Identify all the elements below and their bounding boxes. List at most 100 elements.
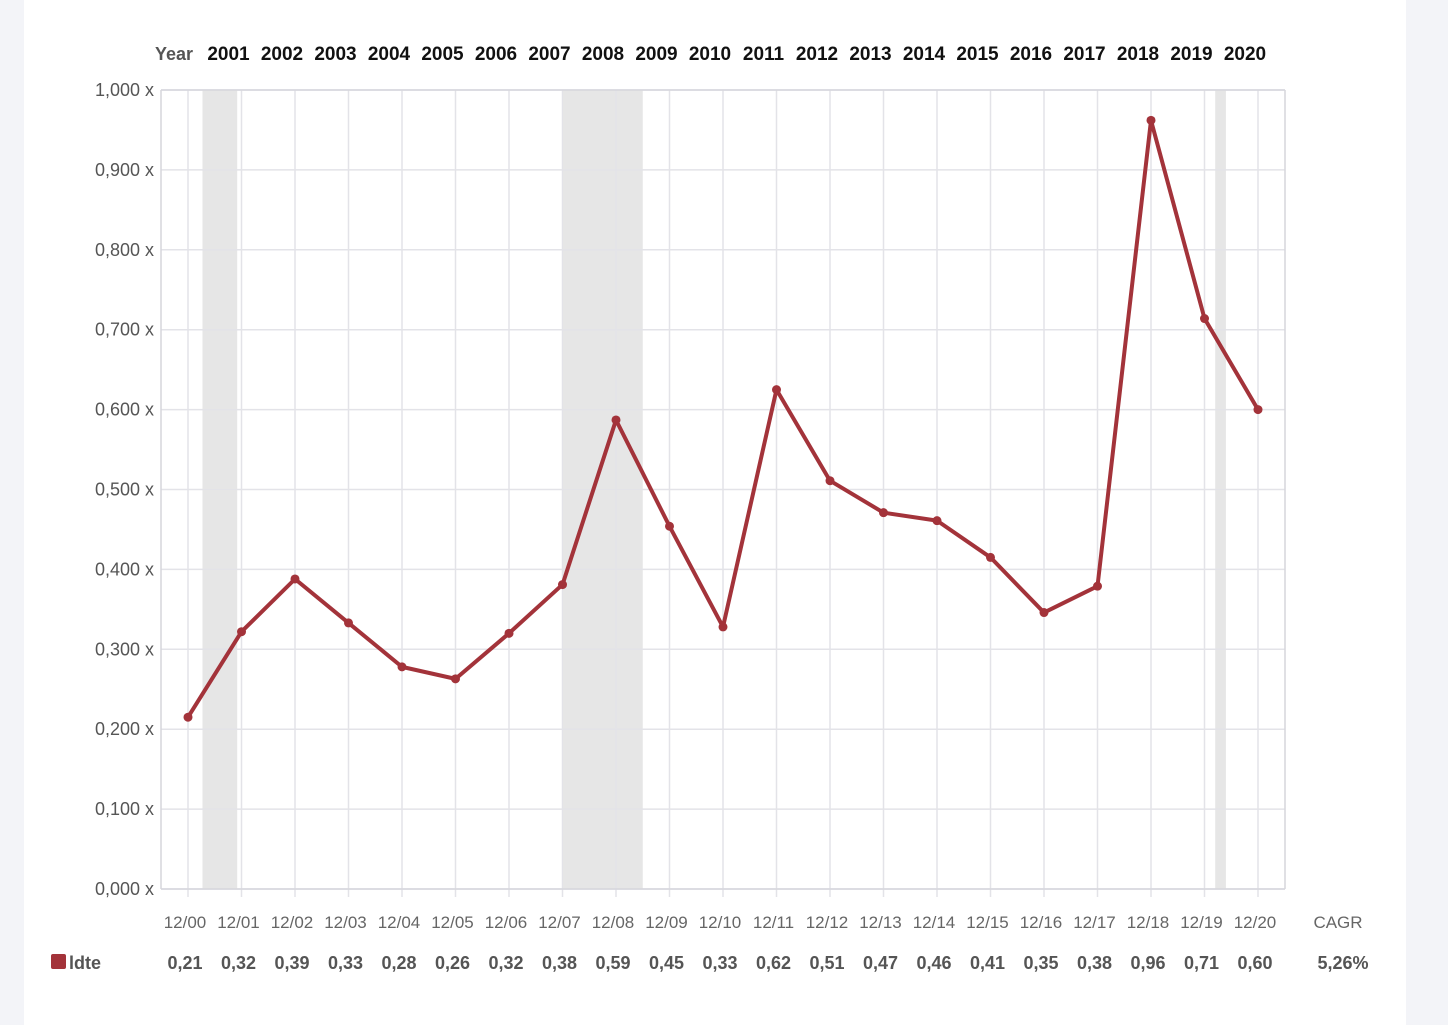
value-label: 0,46 — [916, 953, 951, 973]
value-label: 0,59 — [595, 953, 630, 973]
x-tick-label: 12/07 — [538, 913, 581, 932]
value-label: 0,51 — [809, 953, 844, 973]
year-label: 2011 — [743, 44, 785, 65]
value-label: 0,28 — [381, 953, 416, 973]
year-label: 2010 — [689, 44, 731, 65]
year-label: 2012 — [796, 44, 838, 65]
y-tick-label: 0,200 x — [95, 719, 154, 739]
x-tick-label: 12/12 — [806, 913, 849, 932]
data-point — [558, 580, 567, 590]
x-tick-label: 12/14 — [913, 913, 956, 932]
y-tick-label: 1,000 x — [95, 80, 154, 100]
year-label: 2001 — [207, 44, 250, 65]
y-tick-label: 0,000 x — [95, 879, 154, 899]
data-point — [1039, 608, 1049, 618]
x-tick-label: 12/03 — [324, 913, 367, 932]
year-label: 2015 — [956, 44, 999, 65]
data-point — [879, 508, 888, 518]
value-label: 0,26 — [435, 953, 470, 973]
year-label: 2020 — [1224, 44, 1266, 65]
x-tick-label: 12/06 — [485, 913, 528, 932]
data-point — [397, 662, 407, 672]
value-label: 0,71 — [1184, 953, 1219, 973]
x-tick-label: 12/18 — [1127, 913, 1170, 932]
year-label: 2018 — [1117, 44, 1159, 65]
y-tick-label: 0,100 x — [95, 799, 154, 819]
year-label: 2007 — [528, 44, 570, 65]
x-tick-label: 12/13 — [859, 913, 902, 932]
value-label: 0,33 — [702, 953, 737, 973]
value-label: 0,47 — [863, 953, 898, 973]
year-label: 2003 — [314, 44, 356, 65]
year-label: 2016 — [1010, 44, 1052, 65]
year-label: 2006 — [475, 44, 517, 65]
data-point — [237, 627, 246, 637]
data-point — [718, 622, 728, 632]
value-label: 0,45 — [649, 953, 684, 973]
x-tick-label: 12/08 — [592, 913, 635, 932]
x-tick-label: 12/20 — [1234, 913, 1277, 932]
y-tick-label: 0,500 x — [95, 480, 154, 500]
value-label: 0,33 — [328, 953, 363, 973]
cagr-value: 5,26% — [1317, 953, 1368, 973]
x-tick-label: 12/17 — [1073, 913, 1116, 932]
line-chart: 0,000 x 0,100 x 0,200 x 0,300 x 0,400 x 0,500… — [51, 44, 1369, 973]
cagr-label: CAGR — [1313, 913, 1362, 932]
data-point — [1093, 581, 1102, 591]
x-tick-label: 12/15 — [966, 913, 1009, 932]
year-label: 2004 — [368, 44, 411, 65]
year-label: 2002 — [261, 44, 303, 65]
x-tick-label: 12/02 — [271, 913, 314, 932]
data-point — [665, 521, 674, 531]
x-tick-label: 12/04 — [378, 913, 421, 932]
data-point — [1253, 405, 1263, 415]
data-point — [772, 385, 781, 395]
value-label: 0,35 — [1023, 953, 1058, 973]
y-tick-label: 0,800 x — [95, 240, 154, 260]
value-label: 0,41 — [970, 953, 1005, 973]
data-point — [611, 415, 621, 425]
year-label: 2008 — [582, 44, 624, 65]
y-tick-label: 0,700 x — [95, 320, 154, 340]
data-point — [1200, 314, 1209, 324]
x-tick-label: 12/05 — [431, 913, 474, 932]
value-label: 0,38 — [1077, 953, 1112, 973]
data-point — [451, 674, 460, 684]
year-label: 2017 — [1063, 44, 1105, 65]
y-tick-label: 0,300 x — [95, 639, 154, 659]
value-label: 0,32 — [221, 953, 256, 973]
data-point — [183, 712, 193, 722]
x-tick-label: 12/16 — [1020, 913, 1063, 932]
x-tick-label: 12/19 — [1180, 913, 1223, 932]
value-label: 0,62 — [756, 953, 791, 973]
value-label: 0,39 — [274, 953, 309, 973]
data-point — [932, 516, 942, 526]
year-label: 2013 — [849, 44, 891, 65]
x-tick-label: 12/01 — [217, 913, 260, 932]
data-point — [825, 476, 835, 486]
year-header-label: Year — [155, 44, 193, 64]
data-point — [504, 628, 514, 638]
value-label: 0,60 — [1237, 953, 1272, 973]
x-tick-label: 12/09 — [645, 913, 688, 932]
year-label: 2009 — [635, 44, 677, 65]
y-tick-label: 0,900 x — [95, 160, 154, 180]
data-point — [986, 552, 995, 562]
data-point — [344, 618, 353, 628]
data-point — [1146, 115, 1156, 125]
y-tick-label: 0,600 x — [95, 400, 154, 420]
x-tick-label: 12/00 — [164, 913, 207, 932]
value-label: 0,32 — [488, 953, 523, 973]
year-label: 2005 — [421, 44, 464, 65]
value-label: 0,96 — [1130, 953, 1165, 973]
value-label: 0,38 — [542, 953, 577, 973]
x-tick-label: 12/10 — [699, 913, 742, 932]
data-point — [290, 574, 300, 584]
year-label: 2014 — [903, 44, 946, 65]
year-label: 2019 — [1170, 44, 1212, 65]
legend-swatch — [51, 954, 66, 969]
value-label: 0,21 — [167, 953, 202, 973]
x-tick-label: 12/11 — [753, 913, 794, 932]
series-name-label: ldte — [69, 953, 101, 973]
y-tick-label: 0,400 x — [95, 559, 154, 579]
